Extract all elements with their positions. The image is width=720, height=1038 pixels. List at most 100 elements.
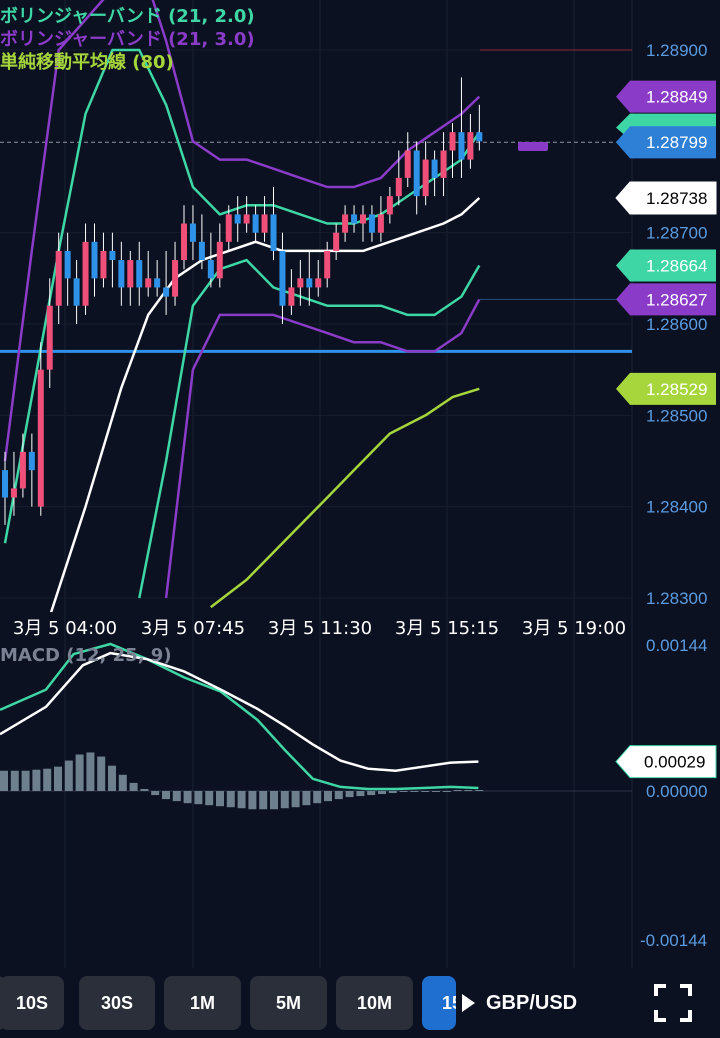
price-tick-label: 1.28700 xyxy=(646,224,707,243)
candle-body xyxy=(395,177,402,197)
macd-histogram-bar xyxy=(21,770,30,791)
macd-histogram-bar xyxy=(453,789,462,791)
candle-body xyxy=(207,260,214,279)
macd-histogram-bar xyxy=(162,791,170,800)
macd-histogram-bar xyxy=(410,791,419,793)
macd-histogram-bar xyxy=(129,782,138,791)
macd-histogram-bar xyxy=(388,791,397,794)
candle-body xyxy=(279,250,286,306)
pair-selector[interactable]: GBP/USD xyxy=(486,976,577,1030)
main-plot-group xyxy=(0,0,632,612)
price-tag-shape xyxy=(615,181,717,215)
candle-body xyxy=(73,278,80,306)
macd-histogram-bar xyxy=(378,791,386,795)
tf-button-10s[interactable]: 10S xyxy=(0,976,64,1030)
bb2-lower-line xyxy=(138,258,481,599)
price-tag: 1.28664 xyxy=(616,249,716,282)
macd-histogram-bar xyxy=(442,791,451,792)
macd-histogram-bar xyxy=(54,766,62,791)
tf-label: 10M xyxy=(356,992,392,1013)
pair-label: GBP/USD xyxy=(486,991,578,1014)
macd-line xyxy=(0,642,479,791)
time-tick-label: 3月 5 15:15 xyxy=(395,618,499,639)
tf-button-30s[interactable]: 30S xyxy=(79,976,155,1030)
candle-body xyxy=(91,241,98,279)
legend-macd: MACD (12, 25, 9) xyxy=(0,645,172,666)
macd-histogram-bar xyxy=(302,791,311,806)
macd-histogram-bar xyxy=(75,754,84,791)
candle-body xyxy=(288,287,295,306)
price-tag-shape xyxy=(616,249,716,282)
candle-body xyxy=(351,214,358,224)
legend-sma: 単純移動平均線 (80) xyxy=(0,48,174,74)
candle-body xyxy=(28,451,35,471)
macd-histogram-bar xyxy=(183,791,192,804)
macd-plot-group xyxy=(0,642,632,810)
candle-body xyxy=(368,214,375,233)
macd-histogram-bar xyxy=(226,791,235,808)
fullscreen-icon[interactable] xyxy=(654,984,692,1022)
candle-body xyxy=(189,223,196,242)
price-tag-shape xyxy=(616,283,716,316)
price-tag-label: 1.28738 xyxy=(646,189,707,208)
order-marker xyxy=(518,142,548,151)
price-tick-label: 1.28500 xyxy=(646,406,707,425)
time-tick-label: 3月 5 04:00 xyxy=(13,618,117,639)
legend-bb2-text: ボリンジャーバンド (21, 2.0) xyxy=(0,6,255,27)
candle-body xyxy=(46,305,53,370)
candle-body xyxy=(64,250,71,279)
macd-tick-zero: 0.00000 xyxy=(646,782,707,801)
candle-body xyxy=(467,132,474,160)
candle-body xyxy=(377,214,384,233)
price-tag: 1.28529 xyxy=(616,372,716,405)
macd-histogram-bar xyxy=(464,789,473,791)
legend-sma-text: 単純移動平均線 (80) xyxy=(0,52,174,73)
macd-histogram-bar xyxy=(356,791,365,797)
macd-histogram-bar xyxy=(280,791,289,809)
price-tag: 1.28738 xyxy=(615,181,717,215)
macd-histogram-bar xyxy=(237,791,246,809)
macd-histogram-bar xyxy=(172,791,181,802)
price-tick-label: 1.28900 xyxy=(646,41,707,60)
macd-value-tag-label: 0.00029 xyxy=(644,753,705,772)
macd-histogram-bar xyxy=(10,770,19,791)
macd-tick-bottom: -0.00144 xyxy=(640,931,707,950)
tf-button-1m[interactable]: 1M xyxy=(164,976,241,1030)
macd-histogram-bar xyxy=(259,791,268,810)
legend-bb3-text: ボリンジャーバンド (21, 3.0) xyxy=(0,29,255,50)
tf-button-10m[interactable]: 10M xyxy=(336,976,413,1030)
macd-histogram-bar xyxy=(475,789,484,791)
candle-body xyxy=(440,150,447,178)
candle-body xyxy=(216,241,223,279)
candle-body xyxy=(37,369,44,507)
candle-body xyxy=(261,214,268,233)
price-tag-label: 1.28529 xyxy=(646,380,707,399)
price-tick-label: 1.28300 xyxy=(646,589,707,608)
tf-button-15m[interactable]: 15M xyxy=(422,976,456,1030)
candle-body xyxy=(252,214,259,233)
macd-histogram-bar xyxy=(194,791,203,805)
candle-body xyxy=(360,214,366,224)
price-tick-label: 1.28400 xyxy=(646,498,707,517)
candle-body xyxy=(431,159,438,178)
time-tick-label: 3月 5 19:00 xyxy=(522,618,626,639)
price-tag-shape xyxy=(616,80,716,113)
macd-histogram-bar xyxy=(421,791,430,793)
play-icon[interactable] xyxy=(462,994,475,1012)
candle-body xyxy=(145,278,152,288)
price-tag-shape xyxy=(616,372,716,405)
candle-body xyxy=(234,214,241,224)
candle-body xyxy=(306,278,313,288)
candle-body xyxy=(342,214,349,233)
candle-body xyxy=(10,488,17,498)
candle-body xyxy=(243,214,250,224)
tf-label: 15M xyxy=(442,992,456,1013)
tf-button-5m[interactable]: 5M xyxy=(250,976,327,1030)
candle-body xyxy=(225,214,232,242)
candle-body xyxy=(413,150,420,197)
tf-label: 30S xyxy=(100,992,134,1013)
macd-histogram-bar xyxy=(97,756,106,791)
candle-body xyxy=(449,132,456,151)
price-tag-label: 1.28849 xyxy=(646,88,707,107)
